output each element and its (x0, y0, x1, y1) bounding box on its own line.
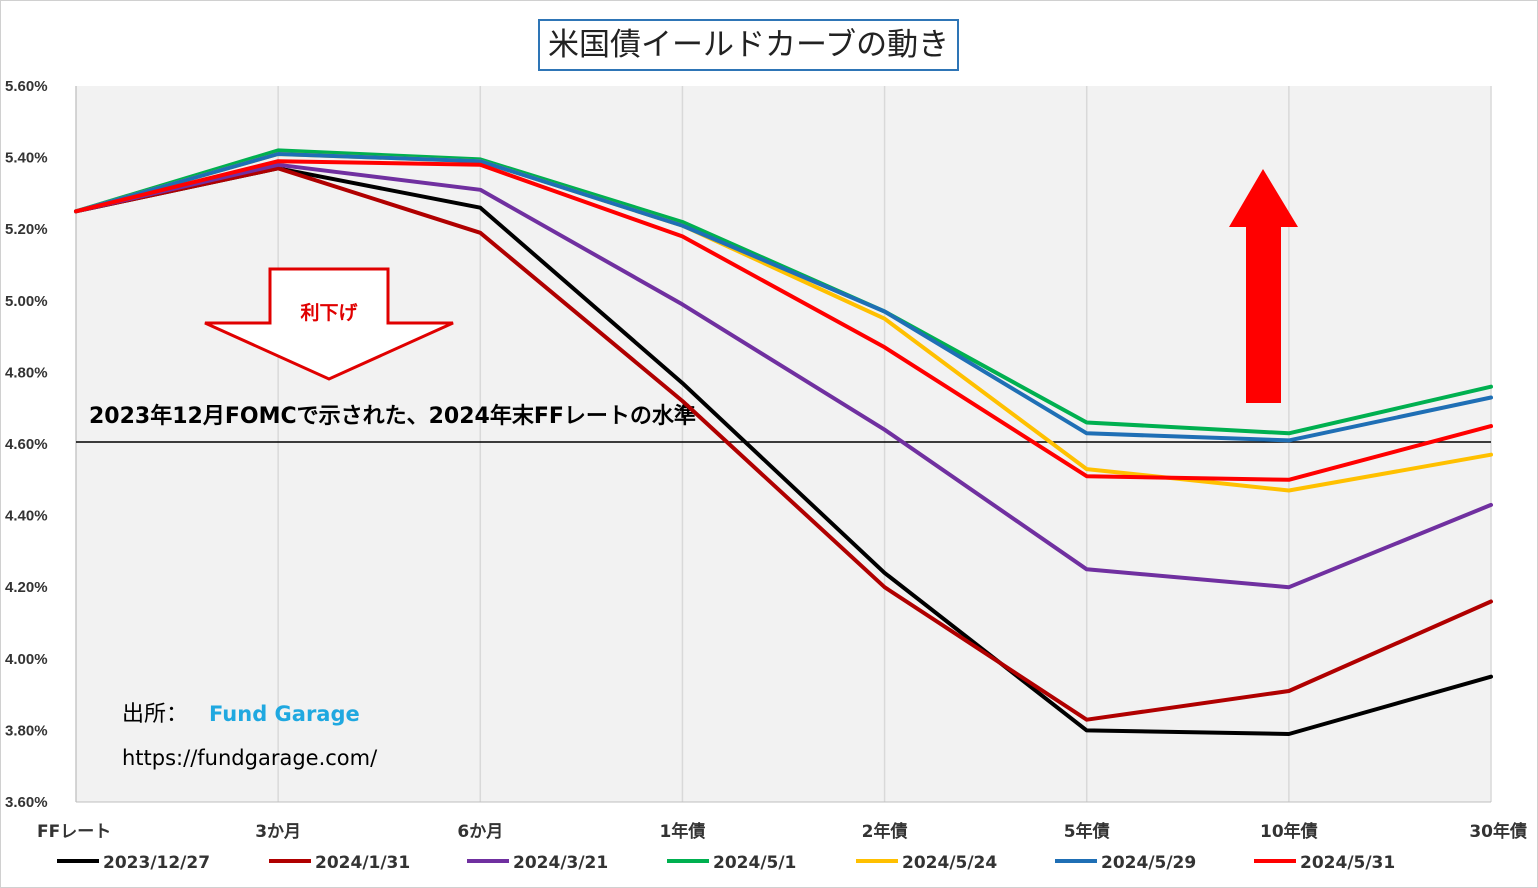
y-tick-label: 5.60% (5, 78, 48, 95)
x-axis-categories: FFレート 3か月 6か月 1年債 2年債 5年債 10年債 30年債 (37, 821, 1527, 842)
series-line-2024/5/31 (74, 159, 1493, 482)
series-line-2024/1/31 (74, 166, 1493, 722)
y-tick-label: 4.60% (5, 436, 48, 453)
rate-cut-arrow: 利下げ (204, 267, 454, 381)
y-tick-label: 3.80% (5, 722, 48, 739)
reference-line-label: 2023年12月FOMCで示された、2024年末FFレートの水準 (89, 403, 696, 429)
chart-title: 米国債イールドカーブの動き (538, 19, 960, 71)
rising-yield-arrow (1229, 169, 1298, 403)
x-tick-label: 2年債 (862, 821, 908, 842)
x-tick-label: FFレート (37, 822, 111, 842)
legend-label: 2024/3/21 (513, 853, 608, 873)
legend-label: 2023/12/27 (103, 853, 210, 873)
x-tick-label: 5年債 (1064, 821, 1110, 842)
x-tick-label: 1年債 (660, 821, 706, 842)
y-tick-label: 4.80% (5, 364, 48, 381)
legend-label: 2024/5/31 (1300, 853, 1395, 873)
legend-label: 2024/5/24 (902, 853, 997, 873)
legend-label: 2024/1/31 (315, 853, 410, 873)
series-line-2023/12/27 (74, 166, 1493, 736)
y-tick-label: 3.60% (5, 794, 48, 811)
y-axis-ticks: 3.60% 3.80% 4.00% 4.20% 4.40% 4.60% 4.80% 5.00%… (5, 78, 48, 811)
rate-cut-label: 利下げ (300, 302, 358, 324)
legend: 2023/12/27 2024/1/31 2024/3/21 2024/5/1 2024… (57, 853, 1395, 873)
y-tick-label: 5.00% (5, 293, 48, 310)
legend-label: 2024/5/1 (713, 853, 796, 873)
source-name: Fund Garage (209, 702, 360, 726)
x-tick-label: 3か月 (255, 822, 301, 842)
y-tick-label: 5.40% (5, 150, 48, 167)
source-label: 出所： (122, 702, 188, 727)
y-tick-label: 5.20% (5, 221, 48, 238)
y-tick-label: 4.20% (5, 579, 48, 596)
source-url: https://fundgarage.com/ (122, 746, 378, 770)
x-tick-label: 30年債 (1469, 821, 1527, 842)
y-tick-label: 4.40% (5, 508, 48, 525)
series-lines (74, 148, 1493, 736)
plot-area (76, 86, 1491, 802)
series-line-2024/5/29 (74, 152, 1493, 443)
grid-lines (75, 86, 1492, 803)
x-tick-label: 6か月 (457, 822, 503, 842)
series-line-2024/3/21 (74, 162, 1493, 590)
y-tick-label: 4.00% (5, 651, 48, 668)
legend-label: 2024/5/29 (1101, 853, 1196, 873)
x-tick-label: 10年債 (1260, 821, 1318, 842)
